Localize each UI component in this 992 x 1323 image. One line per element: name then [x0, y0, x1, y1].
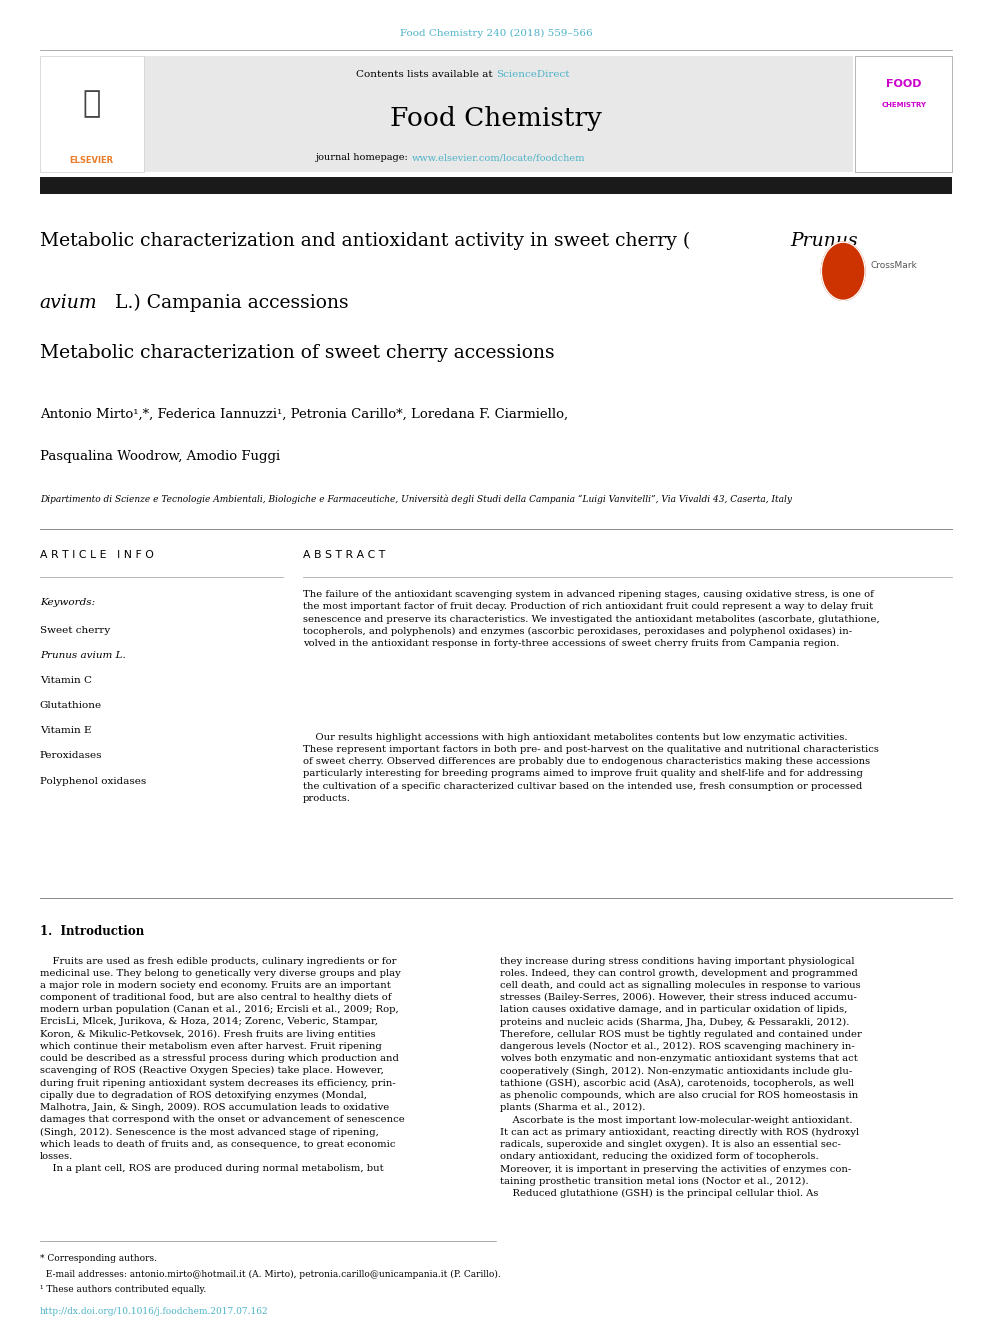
- Text: 1.  Introduction: 1. Introduction: [40, 925, 144, 938]
- Text: Antonio Mirto¹,*, Federica Iannuzzi¹, Petronia Carillo*, Loredana F. Ciarmiello,: Antonio Mirto¹,*, Federica Iannuzzi¹, Pe…: [40, 407, 567, 421]
- Text: ScienceDirect: ScienceDirect: [496, 70, 569, 79]
- Text: L.) Campania accessions: L.) Campania accessions: [109, 294, 349, 312]
- Text: Contents lists available at: Contents lists available at: [356, 70, 496, 79]
- Text: Food Chemistry: Food Chemistry: [390, 106, 602, 131]
- Text: Food Chemistry 240 (2018) 559–566: Food Chemistry 240 (2018) 559–566: [400, 29, 592, 38]
- Text: Metabolic characterization and antioxidant activity in sweet cherry (: Metabolic characterization and antioxida…: [40, 232, 689, 250]
- Text: FOOD: FOOD: [886, 79, 922, 90]
- Text: Fruits are used as fresh edible products, culinary ingredients or for
medicinal : Fruits are used as fresh edible products…: [40, 957, 405, 1174]
- Text: E-mail addresses: antonio.mirto@hotmail.it (A. Mirto), petronia.carillo@unicampa: E-mail addresses: antonio.mirto@hotmail.…: [40, 1270, 500, 1279]
- Text: Our results highlight accessions with high antioxidant metabolites contents but : Our results highlight accessions with hi…: [303, 733, 879, 803]
- Text: Peroxidases: Peroxidases: [40, 751, 102, 761]
- Text: Prunus: Prunus: [791, 232, 858, 250]
- Circle shape: [821, 242, 865, 300]
- FancyBboxPatch shape: [144, 56, 853, 172]
- Text: Vitamin C: Vitamin C: [40, 676, 91, 685]
- Text: Vitamin E: Vitamin E: [40, 726, 91, 736]
- FancyBboxPatch shape: [40, 177, 952, 194]
- Text: Keywords:: Keywords:: [40, 598, 95, 607]
- Text: Dipartimento di Scienze e Tecnologie Ambientali, Biologiche e Farmaceutiche, Uni: Dipartimento di Scienze e Tecnologie Amb…: [40, 495, 792, 504]
- Text: avium: avium: [40, 294, 97, 312]
- Text: CHEMISTRY: CHEMISTRY: [881, 102, 927, 108]
- Text: ¹ These authors contributed equally.: ¹ These authors contributed equally.: [40, 1285, 206, 1294]
- Text: ELSEVIER: ELSEVIER: [69, 156, 113, 165]
- Text: Prunus avium L.: Prunus avium L.: [40, 651, 125, 660]
- Text: they increase during stress conditions having important physiological
roles. Ind: they increase during stress conditions h…: [500, 957, 862, 1199]
- Text: www.elsevier.com/locate/foodchem: www.elsevier.com/locate/foodchem: [412, 153, 585, 163]
- FancyBboxPatch shape: [855, 56, 952, 172]
- Text: journal homepage:: journal homepage:: [315, 153, 412, 163]
- Text: Metabolic characterization of sweet cherry accessions: Metabolic characterization of sweet cher…: [40, 344, 555, 363]
- Text: * Corresponding authors.: * Corresponding authors.: [40, 1254, 157, 1263]
- Text: A B S T R A C T: A B S T R A C T: [303, 550, 385, 561]
- Text: The failure of the antioxidant scavenging system in advanced ripening stages, ca: The failure of the antioxidant scavengin…: [303, 590, 879, 648]
- Text: A R T I C L E   I N F O: A R T I C L E I N F O: [40, 550, 154, 561]
- Text: Polyphenol oxidases: Polyphenol oxidases: [40, 777, 146, 786]
- FancyBboxPatch shape: [40, 56, 144, 172]
- Text: 🌿: 🌿: [82, 89, 100, 118]
- Text: CrossMark: CrossMark: [871, 261, 918, 270]
- Text: Sweet cherry: Sweet cherry: [40, 626, 110, 635]
- Text: http://dx.doi.org/10.1016/j.foodchem.2017.07.162: http://dx.doi.org/10.1016/j.foodchem.201…: [40, 1307, 268, 1316]
- Text: Glutathione: Glutathione: [40, 701, 102, 710]
- Text: Pasqualina Woodrow, Amodio Fuggi: Pasqualina Woodrow, Amodio Fuggi: [40, 450, 280, 463]
